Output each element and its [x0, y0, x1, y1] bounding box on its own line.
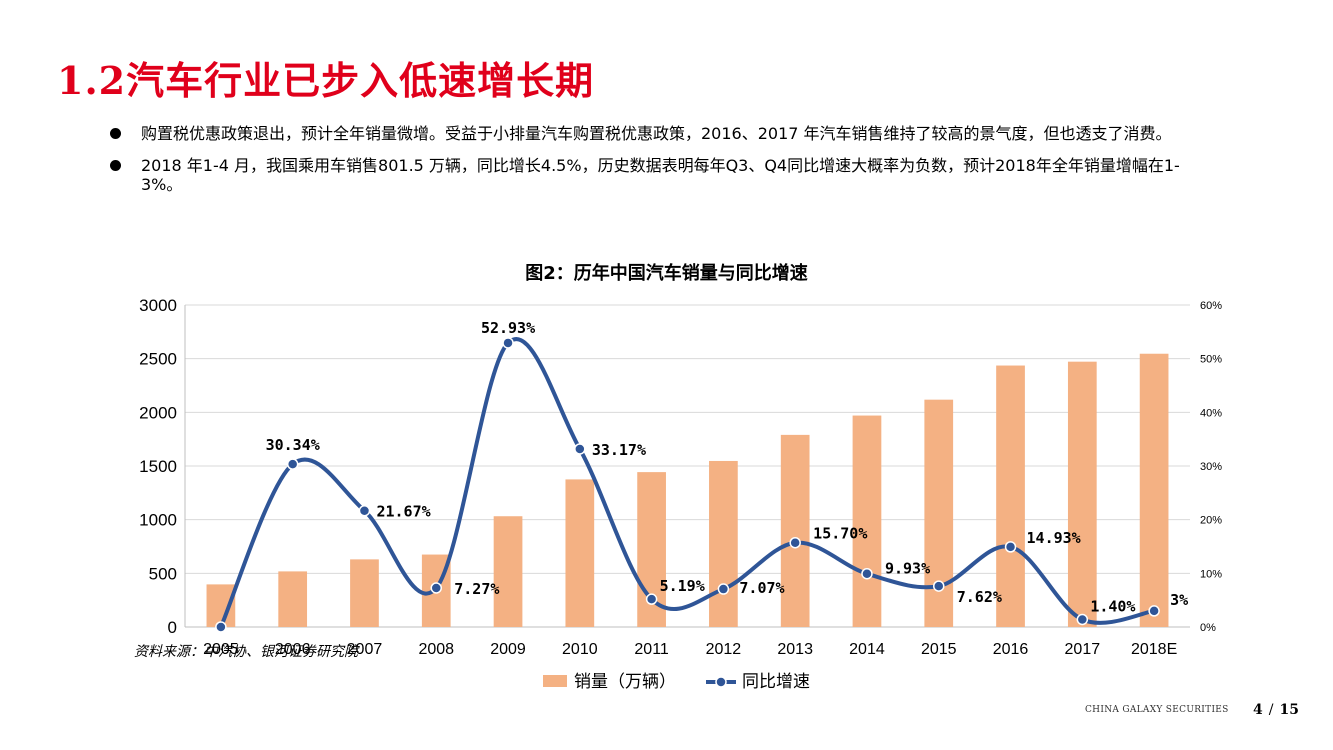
bullet-item: 购置税优惠政策退出，预计全年销量微增。受益于小排量汽车购置税优惠政策，2016、…: [110, 124, 1200, 143]
growth-data-label: 5.19%: [660, 577, 705, 595]
growth-data-label: 52.93%: [481, 319, 535, 337]
legend-line-marker: [715, 676, 727, 688]
x-tick-label: 2015: [921, 641, 957, 658]
bar-sales-2016: [996, 365, 1025, 627]
x-tick-label: 2017: [1065, 641, 1101, 658]
x-tick-label: 2014: [849, 641, 885, 658]
bar-sales-2015: [924, 399, 954, 627]
x-tick-label: 2008: [418, 641, 454, 658]
bullet-dot-icon: [110, 160, 121, 171]
growth-point-2010: [574, 443, 586, 455]
chart-title: 图2：历年中国汽车销量与同比增速: [525, 263, 808, 284]
growth-data-label: 7.27%: [454, 580, 499, 598]
growth-data-label: 21.67%: [376, 503, 430, 521]
y-right-tick-label: 0%: [1200, 622, 1216, 634]
bullet-text: 购置税优惠政策退出，预计全年销量微增。受益于小排量汽车购置税优惠政策，2016、…: [141, 124, 1172, 143]
y-left-tick-label: 2000: [139, 403, 177, 422]
y-left-tick-label: 2500: [139, 350, 177, 369]
growth-data-label: 3%: [1170, 591, 1188, 609]
page-current: 4: [1253, 702, 1263, 718]
slide-title: 1.2汽车行业已步入低速增长期: [57, 58, 595, 103]
y-right-tick-label: 40%: [1200, 407, 1222, 419]
growth-point-2011: [645, 593, 658, 605]
growth-point-2012: [717, 583, 730, 595]
growth-point-2013: [789, 536, 801, 549]
growth-point-2007: [358, 504, 371, 517]
bar-sales-2013: [780, 434, 810, 627]
y-right-tick-label: 50%: [1200, 354, 1222, 366]
bar-sales-2007: [350, 559, 379, 627]
y-left-tick-label: 3000: [139, 296, 177, 315]
y-right-tick-label: 20%: [1200, 515, 1222, 527]
x-tick-label: 2013: [777, 641, 813, 658]
growth-point-2006: [286, 458, 299, 470]
growth-point-2009: [502, 337, 514, 349]
bar-sales-2012: [709, 460, 738, 627]
source-note: 资料来源：中汽协、银河证券研究院: [134, 644, 358, 660]
y-left-tick-label: 500: [149, 564, 177, 583]
bullet-dot-icon: [110, 128, 121, 139]
growth-point-2008: [430, 582, 442, 594]
y-left-tick-label: 1500: [139, 457, 177, 476]
x-tick-label: 2018E: [1131, 641, 1177, 658]
x-tick-label: 2005: [203, 641, 239, 658]
page-number: 4 / 15: [1253, 702, 1299, 718]
page-total: 15: [1279, 702, 1299, 718]
x-tick-label: 2009: [490, 641, 526, 658]
bar-sales-2018E: [1139, 353, 1169, 627]
y-right-tick-label: 30%: [1200, 461, 1222, 473]
legend-line-label: 同比增速: [742, 672, 810, 692]
growth-point-2014: [861, 567, 873, 580]
x-tick-label: 2006: [275, 641, 311, 658]
growth-data-label: 1.40%: [1090, 597, 1135, 615]
page-separator: /: [1268, 702, 1274, 718]
y-right-tick-label: 10%: [1200, 568, 1222, 580]
growth-data-label: 9.93%: [885, 560, 930, 578]
growth-point-2015: [933, 580, 945, 592]
growth-data-label: 14.93%: [1027, 529, 1081, 547]
bar-sales-2009: [493, 516, 523, 627]
bar-sales-2014: [852, 415, 882, 627]
bar-sales-2006: [278, 571, 308, 627]
y-left-tick-label: 0: [168, 618, 177, 637]
growth-data-label: 30.34%: [266, 436, 320, 454]
growth-point-2018E: [1148, 605, 1160, 617]
x-tick-label: 2011: [634, 641, 669, 658]
growth-data-label: 7.07%: [739, 579, 784, 597]
legend-bar-label: 销量（万辆）: [574, 672, 676, 692]
x-tick-label: 2007: [347, 641, 383, 658]
bar-sales-2010: [565, 479, 595, 627]
growth-data-label: 33.17%: [592, 441, 646, 459]
bar-sales-2017: [1067, 361, 1097, 627]
legend-bar-swatch: [543, 675, 567, 687]
bullet-list: 购置税优惠政策退出，预计全年销量微增。受益于小排量汽车购置税优惠政策，2016、…: [110, 124, 1200, 207]
y-right-tick-label: 60%: [1200, 300, 1222, 312]
bullet-text: 2018 年1-4 月，我国乘用车销售801.5 万辆，同比增长4.5%，历史数…: [141, 156, 1180, 194]
y-left-tick-label: 1000: [139, 511, 177, 530]
x-tick-label: 2016: [993, 641, 1029, 658]
growth-point-2017: [1076, 613, 1089, 626]
growth-data-label: 7.62%: [957, 588, 1002, 606]
growth-point-2016: [1004, 541, 1017, 553]
bullet-item: 2018 年1-4 月，我国乘用车销售801.5 万辆，同比增长4.5%，历史数…: [110, 156, 1200, 194]
footer-brand: CHINA GALAXY SECURITIES: [1085, 705, 1229, 715]
x-tick-label: 2010: [562, 641, 598, 658]
growth-data-label: 15.70%: [813, 525, 867, 543]
x-tick-label: 2012: [706, 641, 742, 658]
growth-point-2005: [215, 621, 227, 633]
